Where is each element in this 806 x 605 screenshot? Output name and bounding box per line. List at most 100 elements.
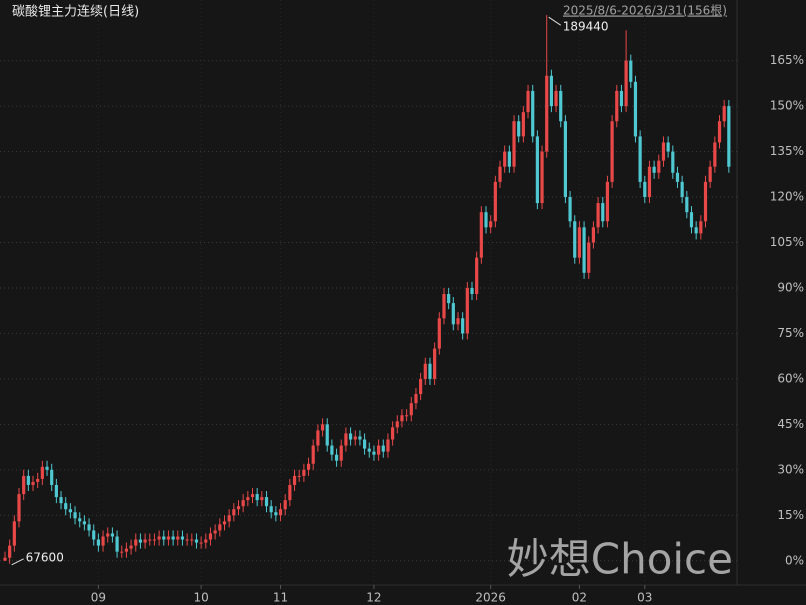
candle-body (348, 433, 353, 440)
y-tick-label: 45% (777, 417, 804, 431)
y-tick-label: 135% (770, 144, 804, 158)
candle-body (703, 181, 708, 222)
candle-body (138, 539, 143, 543)
candle-body (610, 121, 614, 182)
candle-body (269, 506, 273, 513)
candle-body (601, 203, 605, 222)
x-tick-label: 2026 (475, 591, 506, 605)
candle-body (36, 478, 40, 482)
candle-body (152, 539, 157, 541)
candle-body (512, 121, 516, 167)
candle-body (40, 466, 44, 479)
candle-body (507, 151, 511, 167)
candle-body (643, 181, 647, 198)
y-tick-label: 150% (770, 99, 804, 113)
candle-body (386, 439, 390, 452)
candle-body (596, 203, 600, 228)
y-tick-label: 105% (770, 235, 804, 249)
candle-body (92, 530, 96, 540)
candle-body (661, 142, 666, 161)
candle-body (647, 166, 652, 198)
candle-body (176, 536, 180, 540)
date-range: 2025/8/6-2026/3/31(156根) (563, 4, 727, 18)
candle-body (50, 469, 54, 485)
candle-body (559, 90, 563, 122)
y-tick-label: 0% (785, 553, 804, 567)
candle-body (540, 151, 544, 204)
candle-body (241, 500, 245, 507)
candle-body (535, 136, 539, 204)
y-tick-label: 120% (770, 190, 804, 204)
candle-body (204, 539, 208, 543)
candle-body (451, 303, 455, 325)
candle-body (115, 536, 119, 552)
candle-body (395, 421, 399, 428)
candle-body (526, 90, 530, 113)
x-tick-label: 12 (366, 591, 381, 605)
annotation-arrow (548, 16, 561, 26)
candle-body (615, 90, 619, 122)
candle-body (250, 494, 255, 498)
candle-body (96, 539, 100, 546)
candle-body (3, 557, 7, 561)
candle-body (619, 90, 624, 107)
candle-body (330, 445, 334, 455)
candle-body (82, 521, 86, 525)
candle-body (190, 539, 194, 541)
candle-body (545, 75, 549, 152)
chart-title: 碳酸锂主力连续(日线) (12, 4, 139, 20)
candle-body (419, 378, 423, 395)
x-tick-label: 10 (193, 591, 208, 605)
candle-body (475, 257, 479, 295)
watermark: 妙想Choice (507, 535, 733, 584)
candle-body (26, 475, 30, 485)
candle-body (489, 221, 493, 228)
candle-body (353, 436, 357, 440)
candle-body (362, 439, 367, 449)
candle-body (685, 197, 689, 213)
y-tick-label: 90% (777, 280, 804, 294)
candle-body (227, 515, 231, 522)
candle-body (666, 142, 670, 152)
candle-body (68, 509, 72, 513)
candle-body (129, 545, 133, 549)
candle-body (12, 521, 16, 546)
candle-body (148, 539, 152, 541)
candle-body (456, 318, 460, 325)
y-tick-label: 60% (777, 371, 804, 385)
candle-body (633, 81, 638, 137)
candle-body (517, 121, 521, 137)
candle-body (400, 415, 404, 422)
high-annotation: 189440 (563, 20, 609, 34)
candle-body (638, 136, 642, 182)
candle-body (372, 451, 376, 455)
x-tick-label: 09 (91, 591, 106, 605)
candle-body (605, 181, 610, 222)
candle-body (367, 448, 371, 452)
candle-body (31, 481, 35, 485)
candle-body (87, 524, 91, 531)
candle-body (325, 424, 329, 446)
candle-body (124, 548, 129, 552)
candle-body (199, 542, 203, 544)
candle-body (292, 475, 297, 485)
candle-body (311, 445, 315, 464)
candle-body (208, 533, 213, 540)
candle-body (465, 287, 469, 334)
candle-body (409, 403, 413, 416)
candle-body (680, 181, 684, 198)
candle-body (180, 536, 185, 540)
candle-body (484, 212, 488, 228)
candle-body (78, 518, 82, 522)
candle-body (264, 497, 269, 507)
candle-body (54, 484, 58, 498)
candle-body (727, 106, 731, 167)
candle-body (493, 181, 497, 222)
candle-body (479, 212, 483, 258)
candle-body (302, 469, 306, 476)
candle-body (162, 536, 166, 540)
candle-body (218, 524, 222, 531)
candle-body (213, 530, 217, 534)
candle-body (120, 551, 124, 553)
candle-body (306, 463, 311, 470)
